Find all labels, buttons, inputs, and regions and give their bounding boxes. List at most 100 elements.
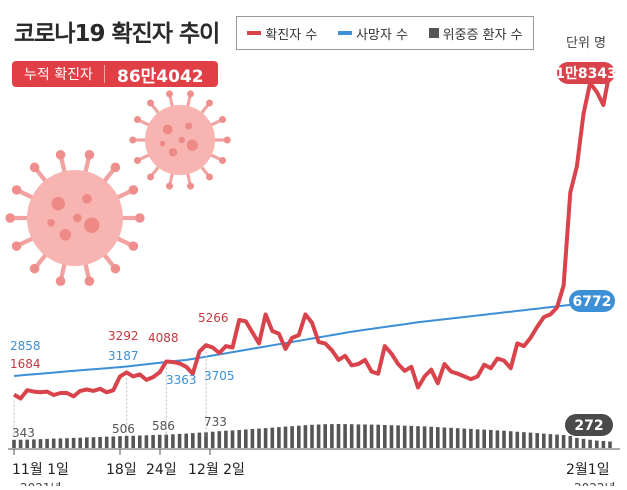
severe-bar — [429, 426, 433, 448]
severe-bar — [65, 438, 69, 448]
end-label-deaths: 6772 — [573, 294, 612, 310]
severe-bar — [18, 439, 23, 448]
x-tick-label: 12월 2일 — [188, 462, 245, 478]
severe-bar — [283, 426, 288, 448]
severe-bar — [204, 432, 208, 448]
legend: 확진자 수 사망자 수 위중증 환자 수 — [236, 16, 534, 50]
severe-bar — [349, 424, 354, 448]
severe-bar — [124, 435, 129, 448]
severe-bar — [422, 426, 427, 448]
x-tick-label: 11월 1일 — [12, 462, 69, 478]
severe-bar — [449, 427, 453, 448]
label-confirmed: 3292 — [108, 329, 139, 343]
severe-bar — [184, 433, 188, 448]
label-deaths: 2858 — [10, 339, 41, 353]
end-label-severe: 272 — [574, 418, 603, 434]
severe-bar — [475, 429, 480, 448]
severe-bar — [138, 435, 142, 448]
severe-bar — [389, 425, 394, 448]
legend-item-confirmed: 확진자 수 — [247, 24, 317, 43]
label-severe: 733 — [204, 415, 227, 429]
legend-item-severe: 위중증 환자 수 — [428, 24, 523, 43]
severe-bar — [38, 439, 43, 448]
severe-bar — [45, 438, 49, 448]
severe-bar — [535, 433, 539, 448]
x-tick-year: 2021년 — [20, 481, 62, 486]
severe-bar — [217, 431, 222, 448]
severe-bar — [416, 426, 420, 448]
x-tick-label: 24일 — [146, 462, 177, 478]
severe-bar — [78, 437, 82, 448]
severe-bar — [555, 434, 559, 448]
x-tick-label: 2월1일 — [566, 462, 610, 478]
label-deaths: 3705 — [204, 369, 235, 383]
severe-bar — [85, 437, 89, 448]
severe-bar — [588, 439, 592, 448]
virus-icon-large — [5, 150, 145, 286]
severe-bar — [32, 439, 36, 448]
severe-bar — [601, 441, 606, 448]
severe-bar — [263, 428, 268, 448]
severe-bar — [489, 430, 493, 448]
label-severe: 343 — [12, 426, 35, 440]
severe-bar — [51, 438, 56, 448]
severe-bar — [595, 440, 599, 448]
end-label-confirmed: 1만8343 — [555, 66, 617, 82]
severe-bar — [369, 424, 374, 448]
severe-bar — [12, 439, 16, 448]
severe-bar — [376, 424, 380, 448]
end-label-severe-bg — [565, 414, 613, 436]
legend-label-deaths: 사망자 수 — [355, 27, 408, 43]
severe-bar — [515, 431, 520, 448]
severe-bar — [111, 436, 116, 448]
end-label-confirmed-bg — [557, 62, 615, 84]
x-tick-label: 18일 — [106, 462, 137, 478]
label-severe: 586 — [152, 419, 175, 433]
severe-bar — [297, 425, 301, 448]
severe-bar — [502, 430, 506, 448]
severe-bar — [157, 434, 162, 448]
cumulative-badge: 누적 확진자 86만4042 — [12, 61, 218, 87]
severe-bar — [98, 437, 102, 448]
cumulative-divider — [104, 65, 105, 83]
severe-bar — [575, 437, 579, 448]
severe-bar — [442, 427, 447, 448]
severe-bar — [91, 437, 96, 448]
severe-bar — [303, 425, 308, 448]
severe-bar — [383, 425, 387, 448]
severe-bar — [542, 433, 546, 448]
severe-bar — [581, 438, 586, 448]
severe-bar — [495, 430, 500, 448]
severe-bar — [336, 424, 341, 448]
severe-bar — [131, 435, 135, 448]
severe-bar — [250, 429, 255, 448]
label-severe: 506 — [112, 422, 135, 436]
severe-bar — [171, 434, 175, 448]
severe-bar — [144, 435, 149, 448]
legend-label-severe: 위중증 환자 수 — [442, 27, 523, 43]
severe-bar — [177, 433, 182, 448]
severe-bar — [402, 425, 407, 448]
severe-bar — [237, 430, 241, 448]
severe-bar — [608, 441, 612, 448]
severe-bar — [528, 432, 533, 448]
severe-bar — [561, 435, 566, 448]
severe-bar — [191, 433, 195, 448]
severe-bar — [25, 439, 29, 448]
severe-bar — [270, 427, 275, 448]
severe-bar — [548, 434, 553, 448]
series-line-deaths — [13, 301, 611, 377]
cumulative-label: 누적 확진자 — [24, 67, 93, 83]
cumulative-value: 86만4042 — [117, 66, 204, 87]
chart-title: 코로나19 확진자 추이 — [14, 21, 220, 47]
severe-bar — [151, 435, 155, 448]
severe-bar — [210, 431, 215, 448]
severe-bar — [330, 424, 334, 448]
end-label-deaths-bg — [569, 290, 615, 312]
legend-label-confirmed: 확진자 수 — [265, 27, 318, 43]
severe-bar — [290, 426, 294, 448]
severe-bar — [230, 430, 235, 448]
severe-bar — [164, 434, 169, 448]
